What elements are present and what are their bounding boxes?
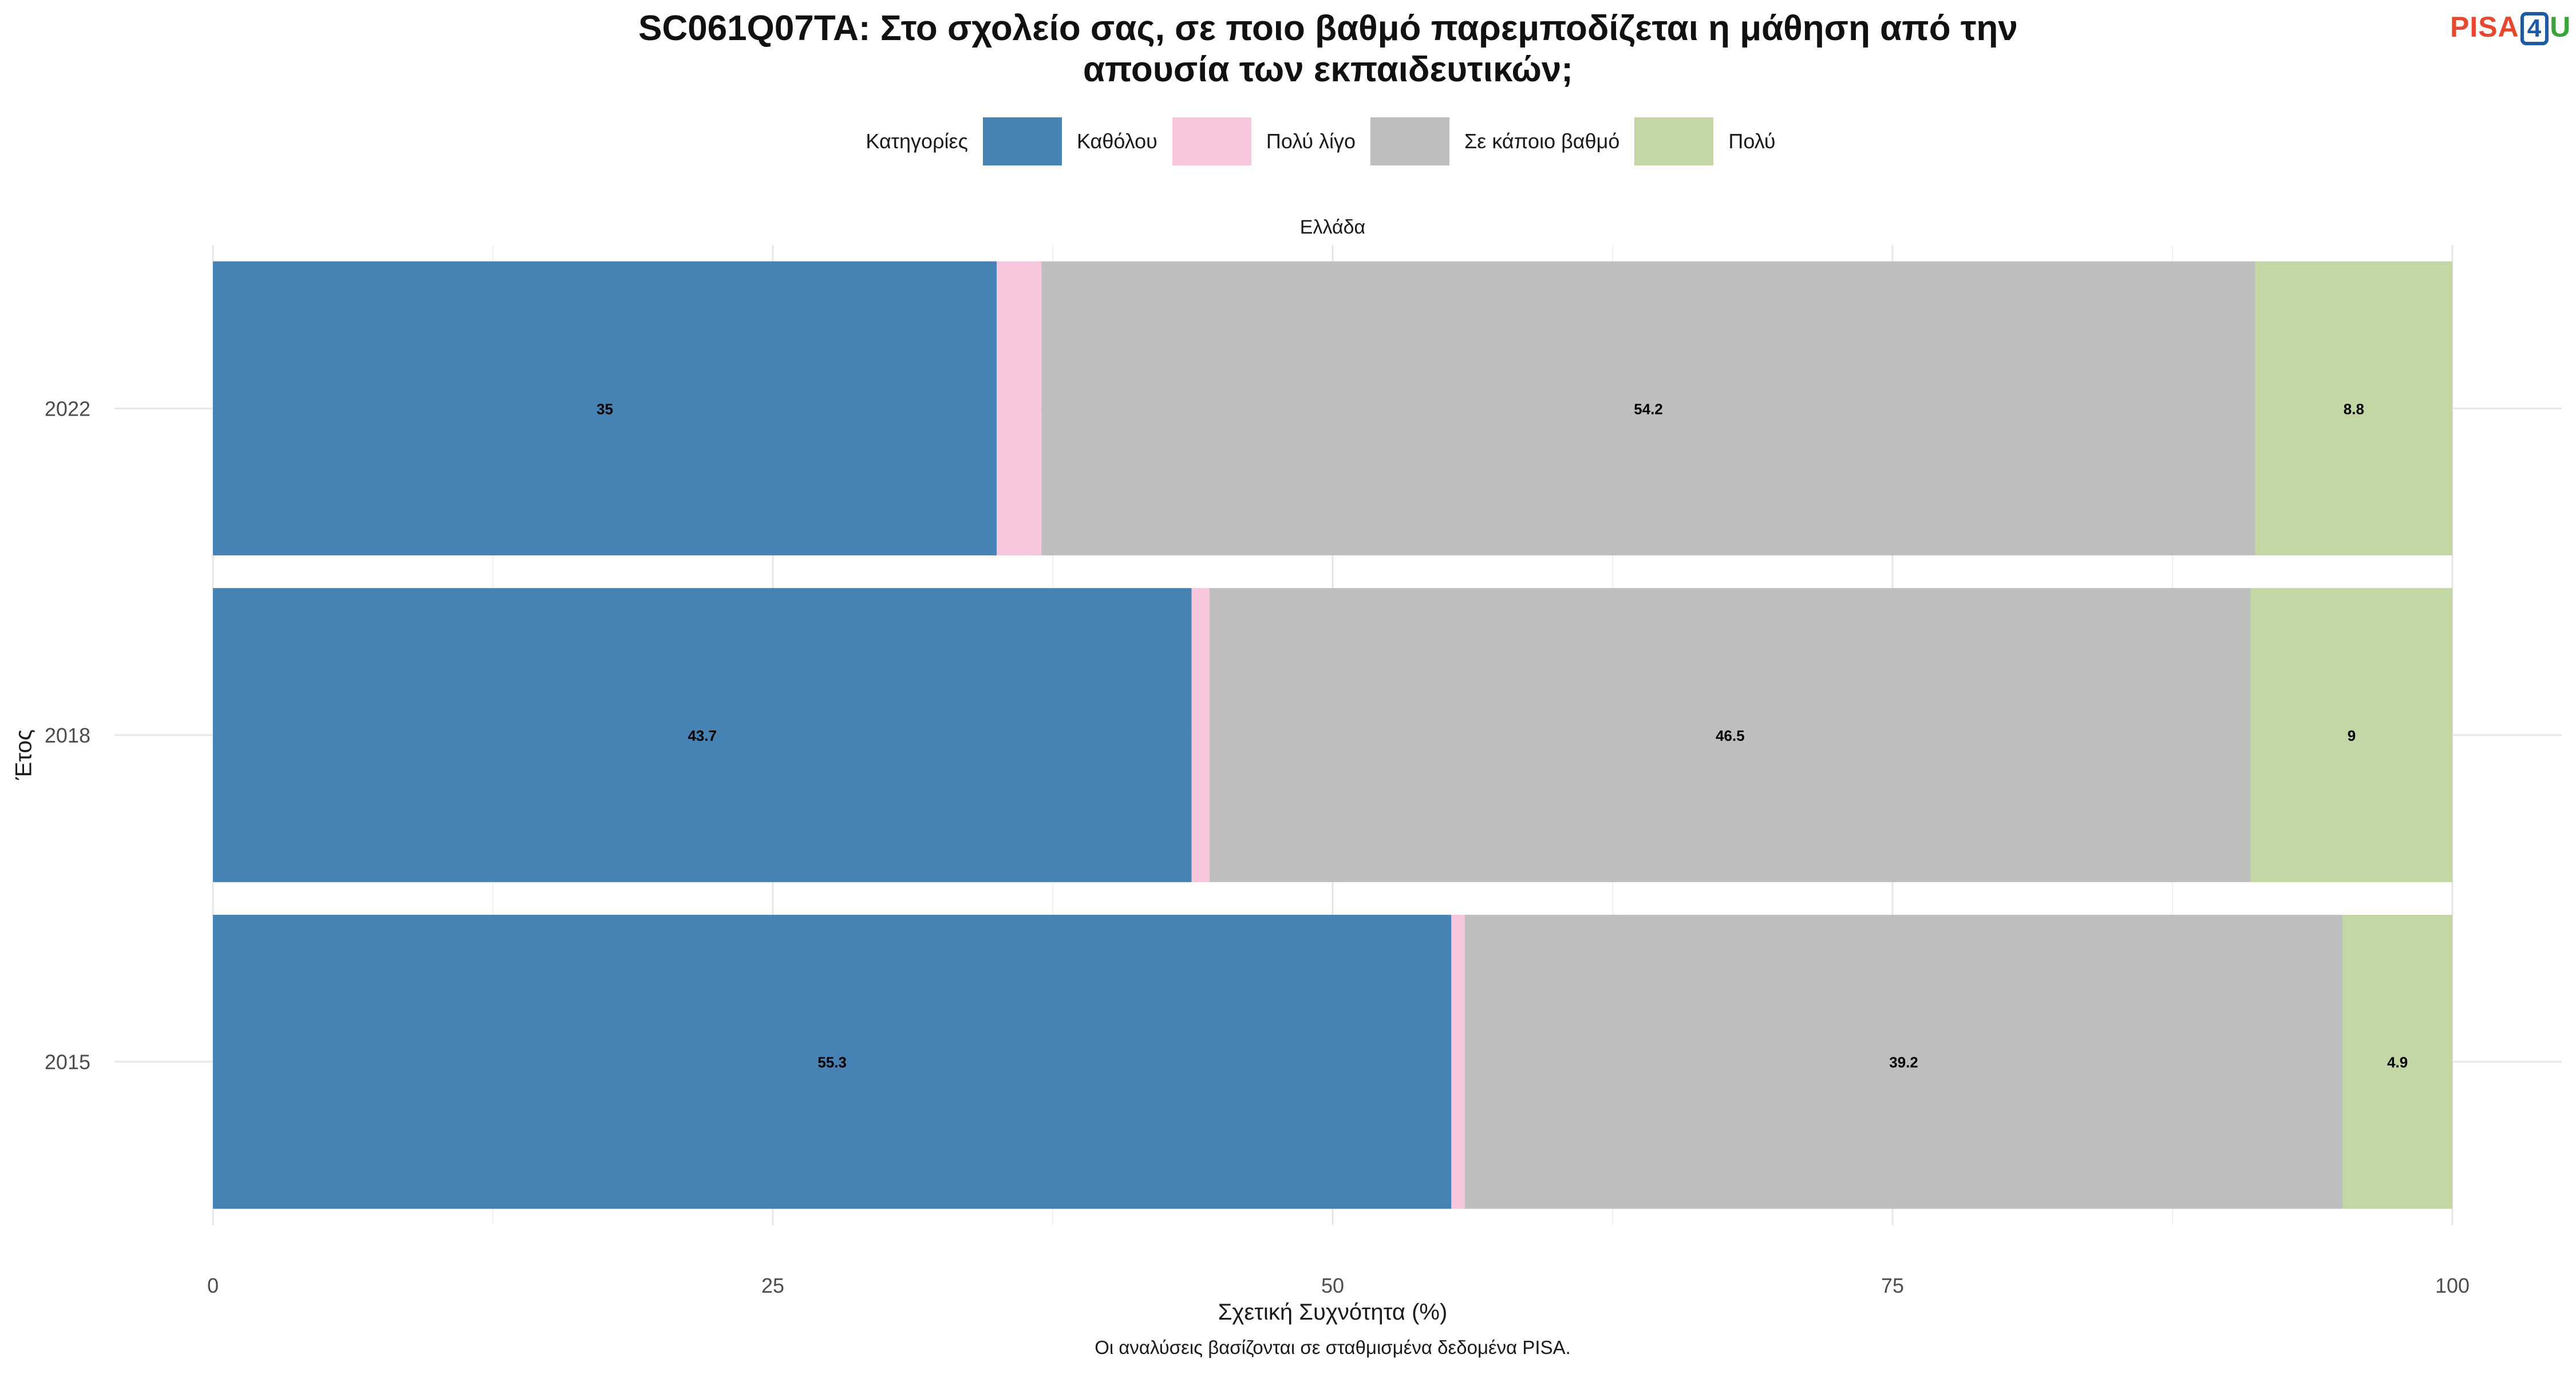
legend-swatch (982, 117, 1062, 165)
legend-label: Καθόλου (1076, 129, 1157, 153)
legend-item-poly: Πολύ (1634, 117, 1776, 165)
chart-title-line-2: απουσία των εκπαιδευτικών; (1083, 50, 1573, 89)
legend-swatch (1634, 117, 1714, 165)
bar-value-label: 46.5 (1716, 727, 1745, 744)
bar-value-label: 43.7 (688, 727, 717, 744)
legend-item-katholou: Καθόλου (982, 117, 1157, 165)
legend-item-se-kapoio-vathmo: Σε κάποιο βαθμό (1370, 117, 1619, 165)
bar-segment (2250, 588, 2452, 882)
legend-title: Κατηγορίες (866, 129, 968, 153)
bar-value-label: 54.2 (1634, 400, 1663, 417)
bar-segment (1464, 914, 2343, 1209)
bar-segment (2255, 261, 2452, 556)
bar-value-label: 35 (596, 400, 613, 417)
bar-segment (1451, 914, 1465, 1209)
bar-segment (1209, 588, 2251, 882)
bar-value-label: 4.9 (2387, 1054, 2408, 1071)
x-tick-label: 100 (2435, 1274, 2470, 1297)
bar-segment (213, 588, 1192, 882)
x-axis-label: Σχετική Συχνότητα (%) (1218, 1300, 1448, 1325)
x-tick-label: 50 (1321, 1274, 1344, 1297)
bar-segment (1041, 261, 2255, 556)
bar-segment (2342, 914, 2452, 1209)
legend-label: Πολύ λίγο (1266, 129, 1356, 153)
chart-title-line-1: SC061Q07TA: Στο σχολείο σας, σε ποιο βαθ… (638, 9, 2018, 48)
bar-segment (1191, 588, 1210, 882)
legend-label: Πολύ (1728, 129, 1776, 153)
y-tick-label: 2015 (45, 1051, 90, 1074)
facet-label: Ελλάδα (1299, 216, 1366, 238)
legend-label: Σε κάποιο βαθμό (1464, 129, 1620, 153)
bar-value-label: 9 (2348, 727, 2356, 744)
bar-value-label: 8.8 (2344, 400, 2364, 417)
x-tick-label: 25 (761, 1274, 784, 1297)
bar-segment (213, 914, 1452, 1209)
y-tick-label: 2022 (45, 397, 90, 420)
bar-segment (997, 261, 1042, 556)
x-tick-label: 0 (207, 1274, 219, 1297)
pisa4u-logo: PISA 4 U (2450, 10, 2571, 45)
legend-item-poly-ligo: Πολύ λίγο (1172, 117, 1356, 165)
bar-value-label: 39.2 (1889, 1054, 1918, 1071)
y-axis-label: Έτος (11, 729, 37, 780)
legend-swatch (1370, 117, 1450, 165)
y-tick-label: 2018 (45, 724, 90, 747)
chart-caption: Οι αναλύσεις βασίζονται σε σταθμισμένα δ… (1095, 1337, 1571, 1358)
chart-legend: Κατηγορίες Καθόλου Πολύ λίγο Σε κάποιο β… (0, 117, 2576, 165)
bar-segment (213, 261, 997, 556)
x-tick-label: 75 (1881, 1274, 1904, 1297)
bar-value-label: 55.3 (817, 1054, 847, 1071)
legend-swatch (1172, 117, 1251, 165)
